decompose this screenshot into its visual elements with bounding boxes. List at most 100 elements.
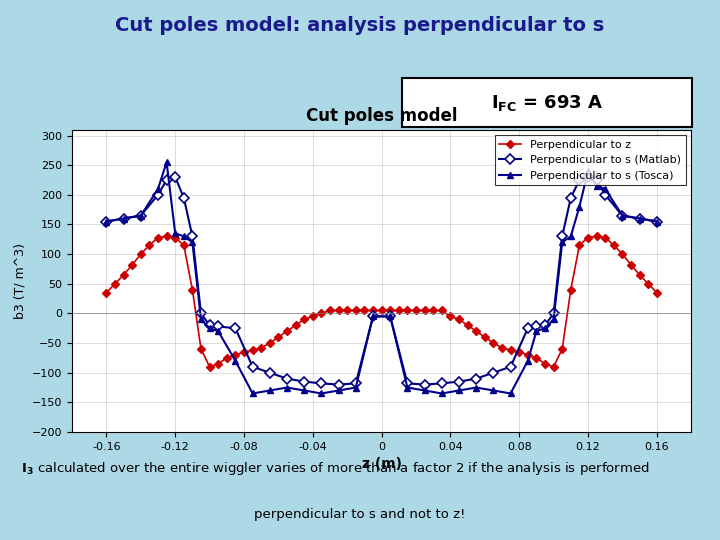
Perpendicular to s (Tosca) bbox=[489, 387, 498, 394]
Perpendicular to s (Tosca) bbox=[231, 357, 240, 364]
Perpendicular to s (Tosca) bbox=[618, 212, 626, 219]
Perpendicular to s (Matlab) bbox=[454, 379, 463, 385]
Perpendicular to s (Tosca) bbox=[403, 384, 412, 391]
Perpendicular to s (Matlab) bbox=[214, 323, 222, 330]
Perpendicular to s (Tosca) bbox=[214, 328, 222, 334]
Perpendicular to s (Matlab) bbox=[351, 380, 360, 387]
Perpendicular to s (Matlab) bbox=[386, 313, 395, 320]
Perpendicular to s (Tosca) bbox=[386, 313, 395, 320]
Perpendicular to s (Matlab) bbox=[171, 174, 179, 180]
Perpendicular to z bbox=[205, 363, 214, 370]
X-axis label: z (m): z (m) bbox=[361, 457, 402, 471]
FancyBboxPatch shape bbox=[402, 78, 693, 127]
Perpendicular to s (Matlab) bbox=[549, 310, 558, 316]
Perpendicular to s (Matlab) bbox=[506, 363, 515, 370]
Perpendicular to s (Tosca) bbox=[283, 384, 292, 391]
Perpendicular to s (Matlab) bbox=[601, 192, 610, 198]
Perpendicular to s (Matlab) bbox=[283, 375, 292, 382]
Perpendicular to s (Tosca) bbox=[120, 215, 128, 222]
Perpendicular to s (Matlab) bbox=[137, 212, 145, 219]
Perpendicular to z bbox=[351, 307, 360, 314]
Perpendicular to s (Matlab) bbox=[541, 322, 549, 328]
Perpendicular to s (Tosca) bbox=[635, 215, 644, 222]
Perpendicular to s (Matlab) bbox=[532, 323, 541, 330]
Text: perpendicular to s and not to z!: perpendicular to s and not to z! bbox=[254, 508, 466, 521]
Perpendicular to s (Tosca) bbox=[549, 316, 558, 322]
Perpendicular to s (Tosca) bbox=[197, 316, 205, 322]
Perpendicular to s (Tosca) bbox=[266, 387, 274, 394]
Perpendicular to z bbox=[403, 307, 412, 314]
Perpendicular to s (Tosca) bbox=[171, 230, 179, 237]
Perpendicular to s (Tosca) bbox=[575, 204, 584, 210]
Perpendicular to s (Matlab) bbox=[575, 177, 584, 183]
Perpendicular to s (Tosca) bbox=[541, 325, 549, 332]
Legend: Perpendicular to z, Perpendicular to s (Matlab), Perpendicular to s (Tosca): Perpendicular to z, Perpendicular to s (… bbox=[495, 135, 685, 185]
Perpendicular to s (Tosca) bbox=[558, 239, 567, 246]
Perpendicular to s (Tosca) bbox=[601, 186, 610, 192]
Perpendicular to s (Matlab) bbox=[635, 215, 644, 222]
Perpendicular to s (Matlab) bbox=[179, 194, 188, 201]
Perpendicular to s (Tosca) bbox=[454, 387, 463, 394]
Perpendicular to s (Matlab) bbox=[438, 380, 446, 387]
Perpendicular to s (Matlab) bbox=[472, 375, 480, 382]
Perpendicular to s (Matlab) bbox=[188, 233, 197, 240]
Perpendicular to s (Tosca) bbox=[162, 159, 171, 165]
Perpendicular to s (Tosca) bbox=[205, 325, 214, 332]
Text: $\mathbf{I_{FC}}$ = 693 A: $\mathbf{I_{FC}}$ = 693 A bbox=[491, 92, 603, 113]
Perpendicular to s (Matlab) bbox=[652, 218, 661, 225]
Perpendicular to s (Matlab) bbox=[231, 325, 240, 332]
Text: $\mathbf{I_3}$ calculated over the entire wiggler varies of more than a factor 2: $\mathbf{I_3}$ calculated over the entir… bbox=[22, 460, 650, 477]
Perpendicular to s (Matlab) bbox=[584, 174, 593, 180]
Perpendicular to s (Tosca) bbox=[438, 390, 446, 397]
Perpendicular to z bbox=[248, 347, 257, 353]
Perpendicular to s (Matlab) bbox=[618, 212, 626, 219]
Perpendicular to s (Tosca) bbox=[248, 390, 257, 397]
Perpendicular to s (Matlab) bbox=[300, 379, 308, 385]
Line: Perpendicular to s (Matlab): Perpendicular to s (Matlab) bbox=[103, 173, 660, 388]
Perpendicular to s (Tosca) bbox=[420, 387, 429, 394]
Perpendicular to s (Matlab) bbox=[197, 310, 205, 316]
Perpendicular to s (Matlab) bbox=[153, 192, 162, 198]
Y-axis label: b3 (T/ m^3): b3 (T/ m^3) bbox=[13, 243, 26, 319]
Perpendicular to s (Matlab) bbox=[334, 381, 343, 388]
Line: Perpendicular to z: Perpendicular to z bbox=[104, 234, 660, 369]
Perpendicular to s (Tosca) bbox=[523, 357, 532, 364]
Perpendicular to z bbox=[652, 289, 661, 296]
Perpendicular to z bbox=[593, 233, 601, 240]
Perpendicular to s (Matlab) bbox=[523, 325, 532, 332]
Perpendicular to z bbox=[635, 272, 644, 278]
Perpendicular to s (Tosca) bbox=[153, 186, 162, 192]
Perpendicular to s (Tosca) bbox=[179, 233, 188, 240]
Perpendicular to s (Tosca) bbox=[506, 390, 515, 397]
Perpendicular to s (Matlab) bbox=[369, 313, 377, 320]
Perpendicular to z bbox=[162, 233, 171, 240]
Perpendicular to s (Tosca) bbox=[369, 313, 377, 320]
Perpendicular to s (Matlab) bbox=[593, 177, 601, 183]
Perpendicular to s (Matlab) bbox=[162, 177, 171, 183]
Title: Cut poles model: Cut poles model bbox=[306, 107, 457, 125]
Text: Cut poles model: analysis perpendicular to s: Cut poles model: analysis perpendicular … bbox=[115, 16, 605, 36]
Perpendicular to s (Tosca) bbox=[300, 387, 308, 394]
Perpendicular to s (Tosca) bbox=[584, 168, 593, 174]
Perpendicular to s (Matlab) bbox=[317, 380, 325, 387]
Perpendicular to s (Tosca) bbox=[567, 233, 575, 240]
Perpendicular to s (Tosca) bbox=[102, 218, 111, 225]
Perpendicular to s (Matlab) bbox=[120, 215, 128, 222]
Perpendicular to s (Matlab) bbox=[248, 363, 257, 370]
Perpendicular to s (Matlab) bbox=[489, 369, 498, 376]
Perpendicular to z bbox=[102, 289, 111, 296]
Perpendicular to s (Tosca) bbox=[317, 390, 325, 397]
Perpendicular to s (Tosca) bbox=[472, 384, 480, 391]
Perpendicular to s (Matlab) bbox=[205, 322, 214, 328]
Line: Perpendicular to s (Tosca): Perpendicular to s (Tosca) bbox=[103, 159, 660, 397]
Perpendicular to s (Matlab) bbox=[266, 369, 274, 376]
Perpendicular to s (Tosca) bbox=[188, 239, 197, 246]
Perpendicular to s (Matlab) bbox=[102, 218, 111, 225]
Perpendicular to s (Tosca) bbox=[532, 328, 541, 334]
Perpendicular to s (Tosca) bbox=[137, 212, 145, 219]
Perpendicular to s (Matlab) bbox=[567, 194, 575, 201]
Perpendicular to z bbox=[283, 328, 292, 334]
Perpendicular to s (Matlab) bbox=[558, 233, 567, 240]
Perpendicular to s (Tosca) bbox=[652, 218, 661, 225]
Perpendicular to s (Matlab) bbox=[403, 380, 412, 387]
